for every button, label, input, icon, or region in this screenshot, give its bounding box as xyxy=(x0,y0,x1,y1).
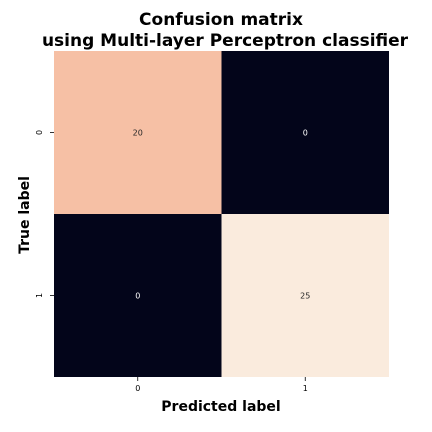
x-tick-label-1: 1 xyxy=(303,384,308,393)
chart-title-line-1: Confusion matrix xyxy=(139,10,303,30)
heatmap-cell-value-0-1: 0 xyxy=(303,129,308,138)
chart-title-line-2: using Multi-layer Perceptron classifier xyxy=(42,31,409,51)
chart-title: Confusion matrix using Multi-layer Perce… xyxy=(42,10,409,51)
heatmap-cell-0-1 xyxy=(221,51,389,214)
heatmap-cell-0-0 xyxy=(54,51,222,214)
y-tick-label-0: 0 xyxy=(35,130,44,135)
x-axis-label: Predicted label xyxy=(161,399,280,415)
heatmap-cell-value-1-0: 0 xyxy=(135,292,140,301)
heatmap-cell-1-1 xyxy=(221,214,389,377)
y-axis-ticks: 01 xyxy=(35,130,54,298)
x-tick-label-0: 0 xyxy=(135,384,140,393)
heatmap-cells xyxy=(54,51,389,377)
heatmap-cell-labels: 20 0 0 25 xyxy=(133,129,311,301)
heatmap-cell-value-0-0: 20 xyxy=(133,129,143,138)
heatmap-cell-value-1-1: 25 xyxy=(300,292,310,301)
y-tick-label-1: 1 xyxy=(35,293,44,298)
heatmap-cell-1-0 xyxy=(54,214,222,377)
y-axis-label: True label xyxy=(17,176,33,254)
